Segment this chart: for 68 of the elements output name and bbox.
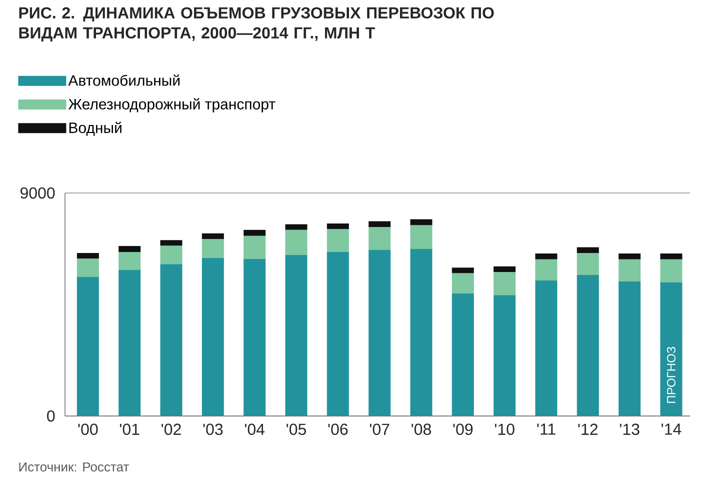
bar: [285, 224, 308, 230]
bar: [244, 258, 266, 416]
bar: [118, 252, 141, 270]
legend-label: Водный: [69, 122, 122, 136]
annotation: ПРОГНОЗ: [667, 346, 676, 403]
bar: [326, 223, 349, 230]
bar: [618, 253, 641, 260]
x-tick-label: '06: [328, 424, 348, 435]
bar: [410, 248, 432, 416]
bar: [576, 252, 599, 276]
bar: [535, 253, 558, 260]
bar: [160, 246, 182, 264]
bar: [535, 259, 558, 280]
bar: [494, 272, 516, 296]
x-tick-label: '13: [620, 424, 640, 435]
x-tick-label: '03: [203, 424, 223, 435]
bar: [160, 240, 182, 246]
bar: [660, 259, 682, 282]
legend-label: Автомобильный: [68, 74, 180, 86]
bar: [576, 275, 599, 416]
bar: [202, 258, 224, 416]
bar: [660, 253, 682, 260]
x-tick-label: '10: [494, 424, 514, 435]
bar: [202, 239, 224, 258]
y-tick-label: 0: [47, 410, 55, 422]
x-tick-label: '04: [244, 424, 265, 435]
x-tick-label: '14: [662, 424, 682, 435]
bar: [326, 229, 349, 252]
bar: [326, 252, 349, 416]
x-tick-label: '01: [120, 424, 140, 435]
bar: [285, 230, 308, 255]
bar: [76, 276, 99, 416]
bar: [494, 295, 516, 416]
bar: [202, 233, 224, 240]
bar: [244, 236, 266, 259]
bar: [410, 219, 432, 226]
bar: [494, 266, 516, 272]
bar: [118, 270, 141, 416]
bar: [452, 268, 474, 274]
legend-label: Железнодорожный транспорт: [68, 98, 276, 112]
bar: [118, 246, 141, 252]
bar: [618, 281, 641, 416]
bar: [452, 273, 474, 294]
text: Источник: Росстат: [19, 462, 129, 472]
bar: [368, 226, 391, 250]
x-tick-label: '11: [537, 424, 556, 435]
x-tick-label: '02: [162, 424, 181, 435]
chart-title: РИС. 2. ДИНАМИКА ОБЪЕМОВ ГРУЗОВЫХ ПЕРЕВОЗОК ПО ВИДАМ ТРАНСПОРТА, 2000—2014 ГГ., МЛН Т: [19, 7, 494, 42]
bar: [368, 221, 391, 227]
x-tick-label: '09: [453, 424, 473, 435]
bar: [244, 230, 266, 236]
bar: [368, 250, 391, 416]
bar: [576, 247, 599, 253]
y-tick-label: 9000: [20, 187, 55, 199]
bar: [535, 280, 558, 416]
bar: [285, 254, 308, 416]
bar: [410, 225, 432, 249]
bar: [452, 293, 474, 416]
x-tick-label: '05: [286, 424, 306, 435]
x-tick-label: '00: [78, 424, 98, 435]
x-tick-label: '08: [412, 424, 431, 435]
bar: [160, 264, 182, 416]
bar: [76, 258, 99, 277]
x-tick-label: '12: [578, 424, 598, 435]
x-tick-label: '07: [370, 424, 390, 435]
bar: [76, 252, 99, 259]
bar: [618, 259, 641, 282]
bar: [660, 282, 682, 416]
